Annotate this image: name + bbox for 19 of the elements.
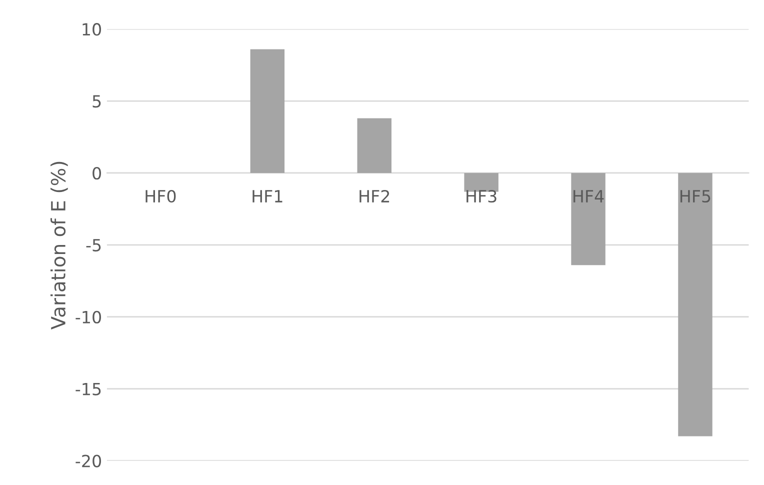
bar [571,172,606,266]
y-tick-label: 0 [92,166,101,180]
x-tick-label: HF2 [360,190,390,202]
y-tick-label: -15 [76,382,101,396]
x-tick-label: HF1 [252,190,282,202]
y-axis-title: Variation of E (%) [50,162,68,330]
bar [464,172,498,192]
x-tick-label: HF0 [146,190,176,203]
x-tick-label: HF3 [466,190,496,203]
x-tick-label: HF5 [680,190,710,203]
bar [250,49,285,173]
y-tick-label: 5 [92,95,101,108]
y-tick-label: -20 [76,454,101,468]
y-tick-label: -5 [86,239,101,252]
y-tick-label: 10 [82,23,101,36]
bar [357,118,392,173]
bar [678,172,712,436]
y-tick-label: -10 [76,310,101,324]
x-tick-label: HF4 [574,190,604,202]
